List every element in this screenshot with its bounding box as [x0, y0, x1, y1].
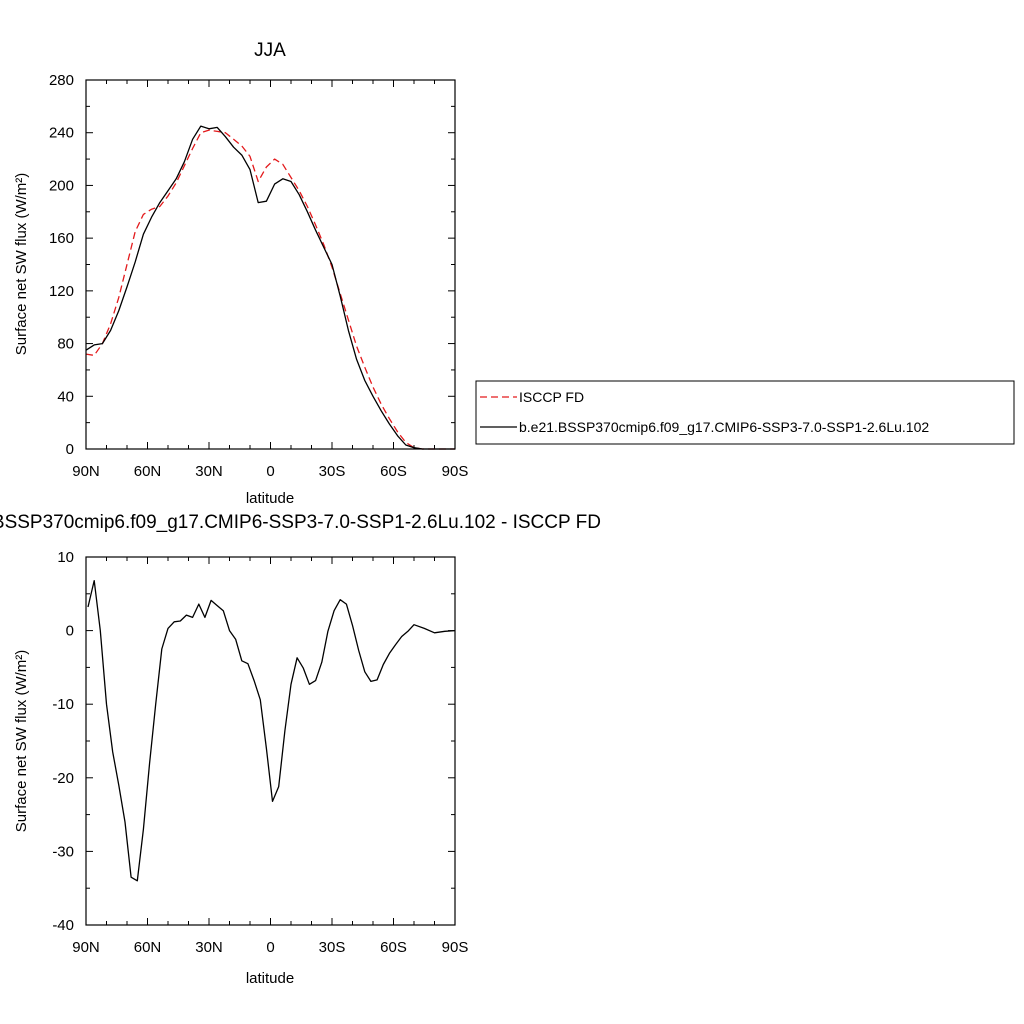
y-tick-label: 40 [57, 388, 74, 405]
bottom-panel-title: b.e21.BSSP370cmip6.f09_g17.CMIP6-SSP3-7.… [0, 512, 601, 533]
y-tick-label: -20 [52, 770, 74, 787]
y-tick-label: -10 [52, 696, 74, 713]
top-panel-frame [85, 79, 456, 450]
top-panel-lines [85, 125, 455, 450]
series-line-1 [85, 125, 455, 450]
bottom-panel: b.e21.BSSP370cmip6.f09_g17.CMIP6-SSP3-7.… [0, 512, 601, 987]
y-tick-label: 120 [49, 283, 74, 300]
x-tick-label: 90S [442, 463, 469, 480]
top-panel-ticks: 90N 60N 30N 0 30S 60S 90S 0 40 80 120 160 200 240 280 [49, 72, 468, 480]
y-tick-label: 0 [66, 623, 74, 640]
top-panel: JJA latitude Surface net SW flux (W/m²) … [13, 40, 468, 507]
y-tick-label: 200 [49, 177, 74, 194]
bottom-panel-lines [87, 579, 456, 882]
x-tick-label: 0 [266, 939, 274, 956]
x-tick-label: 60S [380, 463, 407, 480]
x-tick-label: 30N [195, 939, 223, 956]
bottom-panel-y-axis-label: Surface net SW flux (W/m²) [13, 650, 30, 833]
x-tick-label: 90N [72, 463, 100, 480]
series-line-0 [85, 129, 455, 450]
top-panel-x-axis-label: latitude [246, 490, 294, 507]
bottom-panel-x-axis-label: latitude [246, 970, 294, 987]
y-tick-label: 280 [49, 72, 74, 89]
x-tick-label: 90S [442, 939, 469, 956]
y-tick-label: 80 [57, 336, 74, 353]
legend-model-label: b.e21.BSSP370cmip6.f09_g17.CMIP6-SSP3-7.… [519, 419, 929, 435]
x-tick-label: 30S [319, 939, 346, 956]
x-tick-label: 60N [134, 939, 162, 956]
y-tick-label: 160 [49, 230, 74, 247]
series-line-0 [87, 579, 456, 882]
y-tick-label: 240 [49, 125, 74, 142]
bottom-panel-frame [85, 556, 456, 926]
y-tick-label: 0 [66, 441, 74, 458]
x-tick-label: 30S [319, 463, 346, 480]
y-tick-label: -30 [52, 843, 74, 860]
x-tick-label: 30N [195, 463, 223, 480]
y-tick-label: 10 [57, 549, 74, 566]
x-tick-label: 60N [134, 463, 162, 480]
x-tick-label: 90N [72, 939, 100, 956]
x-tick-label: 60S [380, 939, 407, 956]
top-panel-y-axis-label: Surface net SW flux (W/m²) [13, 173, 30, 356]
legend: ISCCP FD b.e21.BSSP370cmip6.f09_g17.CMIP… [475, 380, 1015, 445]
y-tick-label: -40 [52, 917, 74, 934]
legend-isccp-label: ISCCP FD [519, 389, 584, 405]
legend-box [475, 380, 1015, 445]
bottom-panel-ticks: 90N 60N 30N 0 30S 60S 90S -40 -30 -20 -10 0 10 [52, 549, 468, 956]
x-tick-label: 0 [266, 463, 274, 480]
top-panel-title: JJA [254, 40, 286, 61]
